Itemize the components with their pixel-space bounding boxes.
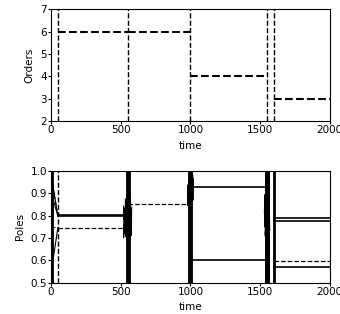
Y-axis label: Orders: Orders <box>25 47 35 83</box>
Y-axis label: Poles: Poles <box>15 213 25 241</box>
X-axis label: time: time <box>178 302 202 312</box>
X-axis label: time: time <box>178 141 202 151</box>
